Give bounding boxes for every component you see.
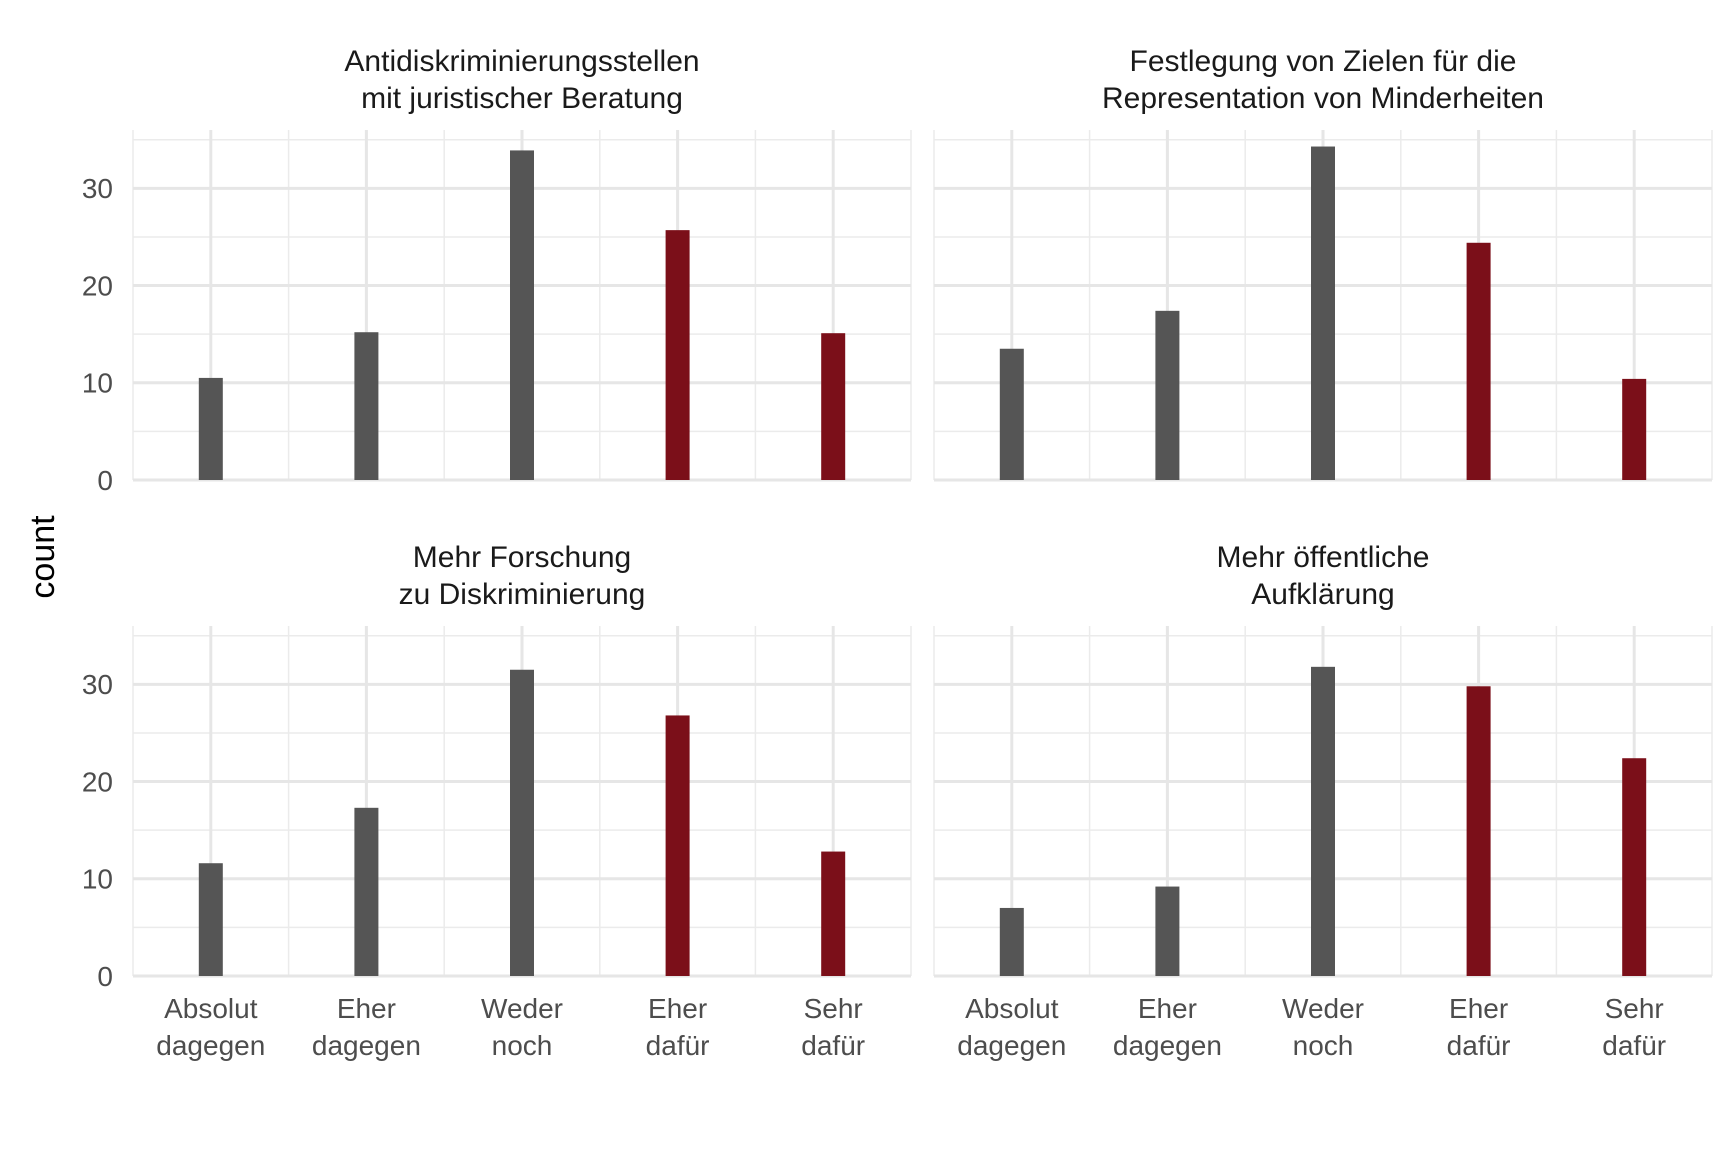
x-tick-label: dagegen (156, 1030, 265, 1061)
bar (1311, 666, 1335, 976)
x-tick-label: Eher (1449, 993, 1508, 1024)
panel-title: Representation von Minderheiten (1102, 82, 1544, 115)
x-tick-label: dagegen (1113, 1030, 1222, 1061)
panel-title: Antidiskriminierungsstellen (344, 45, 699, 78)
bar (1155, 310, 1180, 480)
x-tick-label: Absolut (965, 993, 1059, 1024)
panel-title: Mehr Forschung (413, 541, 631, 574)
bar (1466, 242, 1491, 480)
x-tick-label: dafür (801, 1030, 865, 1061)
y-axis-label: count (24, 515, 62, 599)
x-tick-label: noch (1293, 1030, 1354, 1061)
bar (354, 332, 379, 480)
bar (1622, 758, 1647, 976)
x-tick-label: Weder (481, 993, 563, 1024)
x-tick-label: dafür (1447, 1030, 1511, 1061)
y-tick-label: 10 (82, 368, 113, 399)
panel-title: zu Diskriminierung (399, 578, 646, 611)
x-tick-label: Eher (648, 993, 707, 1024)
y-tick-label: 0 (97, 465, 113, 496)
bar (1622, 378, 1647, 480)
bar (198, 863, 223, 976)
bar (999, 907, 1024, 976)
bar (821, 333, 846, 480)
panel-3: 0 10 20 30 Absolut dagegen Eher dagegen Weder noc… (82, 541, 912, 1061)
y-tick-label: 10 (82, 864, 113, 895)
panel-title: Mehr öffentliche (1217, 541, 1430, 574)
x-tick-label: dafür (1602, 1030, 1666, 1061)
y-tick-label: 20 (82, 270, 113, 301)
x-tick-label: Eher (337, 993, 396, 1024)
bar (665, 715, 690, 976)
y-tick-label: 20 (82, 766, 113, 797)
bar (821, 851, 846, 976)
bar (665, 230, 690, 480)
x-tick-label: dafür (646, 1030, 710, 1061)
y-tick-label: 30 (82, 669, 113, 700)
bar (198, 377, 223, 480)
bar (510, 669, 534, 976)
panel-2: Festlegung von Zielen für die Representat… (933, 45, 1713, 482)
y-tick-label: 30 (82, 173, 113, 204)
panel-4: Absolut dagegen Eher dagegen Weder noch Eher da… (933, 541, 1713, 1061)
bar (1311, 146, 1335, 480)
panel-title: mit juristischer Beratung (361, 82, 683, 115)
x-tick-label: Weder (1282, 993, 1364, 1024)
x-tick-label: Eher (1138, 993, 1197, 1024)
x-tick-label: dagegen (312, 1030, 421, 1061)
y-tick-label: 0 (97, 961, 113, 992)
bar (354, 807, 379, 976)
panel-title: Festlegung von Zielen für die (1130, 45, 1517, 78)
bar (510, 150, 534, 480)
x-tick-label: noch (492, 1030, 553, 1061)
x-tick-label: dagegen (957, 1030, 1066, 1061)
x-tick-label: Sehr (804, 993, 863, 1024)
panel-1: 0 10 20 30 Antidiskriminierungsstellen mit ju… (82, 45, 912, 496)
x-tick-label: Absolut (164, 993, 258, 1024)
x-tick-label: Sehr (1605, 993, 1664, 1024)
panel-title: Aufklärung (1251, 578, 1394, 611)
bar (1155, 886, 1180, 976)
bar (1466, 686, 1491, 976)
bar (999, 348, 1024, 480)
facet-panels: 0 10 20 30 Antidiskriminierungsstellen mit ju… (82, 45, 1713, 1061)
